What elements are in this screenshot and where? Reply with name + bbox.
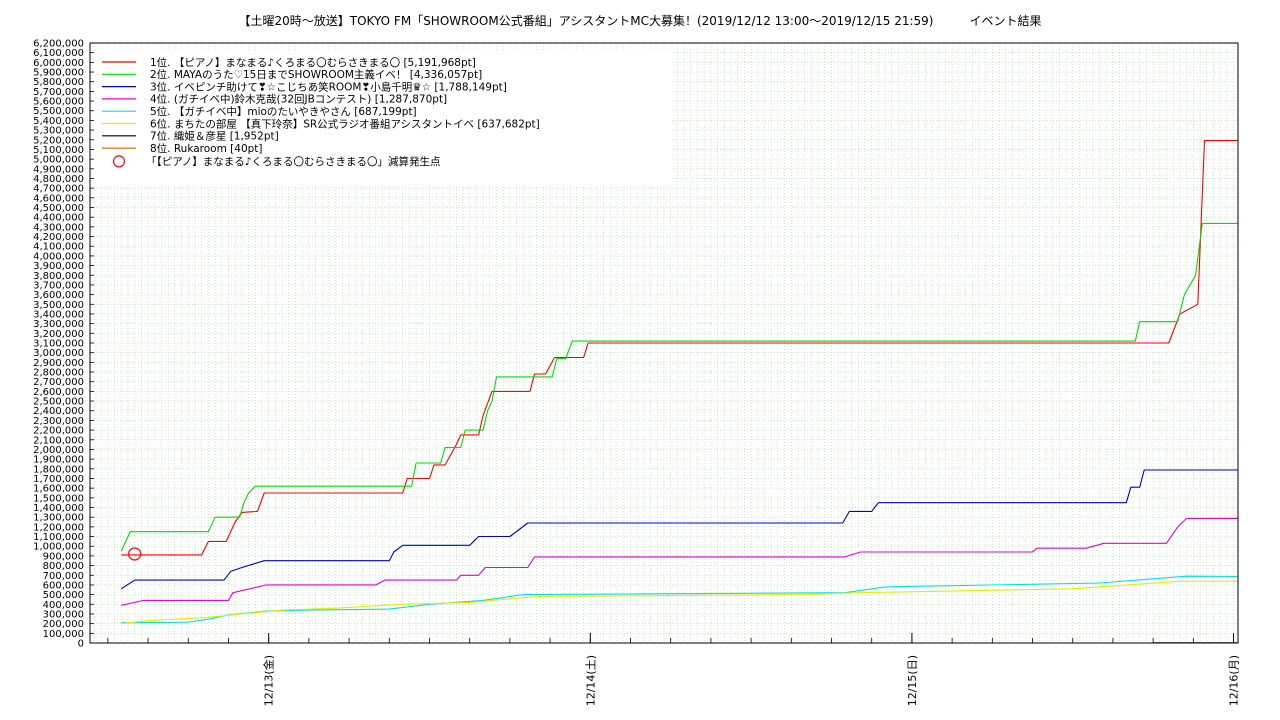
y-tick-label: 3,400,000 [33, 309, 84, 320]
plot-frame [89, 42, 1239, 644]
y-tick-label: 5,500,000 [33, 106, 84, 117]
y-tick-label: 6,200,000 [33, 39, 84, 50]
y-tick-label: 6,100,000 [33, 48, 84, 59]
y-tick-label: 1,700,000 [33, 474, 84, 485]
y-tick-label: 4,300,000 [33, 222, 84, 233]
y-tick-label: 5,300,000 [33, 126, 84, 137]
y-tick-label: 1,200,000 [33, 522, 84, 533]
y-tick-label: 5,100,000 [33, 145, 84, 156]
y-tick-label: 3,000,000 [33, 348, 84, 359]
y-tick-label: 1,900,000 [33, 455, 84, 466]
series-line-4 [121, 517, 1238, 606]
legend-label-3: 3位. イベピンチ助けて❣☆こじちあ笑ROOM❣小島千明♛☆ [1,788,14… [150, 80, 507, 93]
legend-marker-reduction [112, 155, 126, 168]
y-tick-label: 4,200,000 [33, 232, 84, 243]
y-tick-label: 1,000,000 [33, 542, 84, 553]
y-tick-label: 5,700,000 [33, 87, 84, 98]
y-tick-label: 5,400,000 [33, 116, 84, 127]
y-tick-label: 300,000 [43, 609, 84, 620]
legend-box [94, 50, 672, 187]
y-tick-label: 5,000,000 [33, 155, 84, 166]
x-tick-label: 12/16(月) [1228, 655, 1241, 706]
y-tick-label: 600,000 [43, 580, 84, 591]
x-tick-label: 12/14(土) [584, 655, 597, 706]
y-tick-label: 1,800,000 [33, 464, 84, 475]
x-tick-label: 12/13(金) [262, 655, 276, 706]
y-tick-label: 3,600,000 [33, 290, 84, 301]
y-axis: 0100,000200,000300,000400,000500,000600,… [33, 39, 94, 650]
y-tick-label: 4,100,000 [33, 242, 84, 253]
y-tick-label: 1,100,000 [33, 532, 84, 543]
y-tick-label: 5,900,000 [33, 68, 84, 79]
y-tick-label: 1,400,000 [33, 503, 84, 514]
y-tick-label: 2,600,000 [33, 387, 84, 398]
y-tick-label: 4,600,000 [33, 193, 84, 204]
legend: 1位. 【ピアノ】まなまる♪くろまる〇むらさきまる〇 [5,191,968pt]… [94, 50, 672, 187]
y-tick-label: 3,700,000 [33, 280, 84, 291]
series-line-2 [120, 222, 1238, 552]
y-tick-label: 5,600,000 [33, 97, 84, 108]
y-tick-label: 4,500,000 [33, 203, 84, 214]
legend-label-2: 2位. MAYAのうた♡15日までSHOWROOM主義イベ！ [4,336,05… [150, 68, 482, 81]
y-tick-label: 6,000,000 [33, 58, 84, 69]
legend-label-5: 5位. 【ガチイベ中】mioのたいやきやさん [687,199pt] [150, 105, 417, 118]
y-tick-label: 100,000 [43, 629, 84, 640]
y-tick-label: 2,000,000 [33, 445, 84, 456]
reduction-point-marker [128, 547, 142, 561]
y-tick-label: 4,400,000 [33, 213, 84, 224]
y-tick-label: 3,900,000 [33, 261, 84, 272]
chart-title: 【土曜20時〜放送】TOKYO FM「SHOWROOM公式番組」アシスタントMC… [238, 14, 1042, 28]
y-tick-label: 2,200,000 [33, 426, 84, 437]
y-tick-label: 3,100,000 [33, 339, 84, 350]
y-tick-label: 4,700,000 [33, 184, 84, 195]
series-line-3 [121, 469, 1238, 590]
legend-label-4: 4位. (ガチイベ中)鈴木克哉(32回JBコンテスト) [1,287,870pt… [150, 93, 447, 106]
y-tick-label: 0 [78, 639, 84, 650]
y-tick-label: 200,000 [43, 619, 84, 630]
legend-label-reduction: 「【ピアノ】まなまる♪くろまる〇むらさきまる〇」減算発生点 [146, 155, 441, 168]
x-tick-label: 12/15(日) [906, 655, 919, 706]
y-tick-label: 2,300,000 [33, 416, 84, 427]
y-tick-label: 3,200,000 [33, 329, 84, 340]
y-tick-label: 800,000 [43, 561, 84, 572]
y-tick-label: 4,000,000 [33, 251, 84, 262]
y-tick-label: 500,000 [43, 590, 84, 601]
series-line-5 [121, 575, 1239, 624]
y-tick-label: 4,800,000 [33, 174, 84, 185]
y-tick-label: 5,200,000 [33, 135, 84, 146]
legend-label-6: 6位. まちたの部屋 【真下玲奈】SR公式ラジオ番組アシスタントイベ [637,… [150, 117, 540, 130]
y-tick-label: 3,300,000 [33, 319, 84, 330]
y-tick-label: 2,400,000 [33, 406, 84, 417]
y-tick-label: 400,000 [43, 600, 84, 611]
y-tick-label: 1,300,000 [33, 513, 84, 524]
y-tick-label: 4,900,000 [33, 164, 84, 175]
y-tick-label: 2,100,000 [33, 435, 84, 446]
legend-label-8: 8位. Rukaroom [40pt] [150, 142, 263, 155]
y-tick-label: 900,000 [43, 551, 84, 562]
series-line-6 [121, 580, 1238, 625]
y-tick-label: 700,000 [43, 571, 84, 582]
legend-label-1: 1位. 【ピアノ】まなまる♪くろまる〇むらさきまる〇 [5,191,968pt] [150, 56, 476, 69]
y-tick-label: 3,800,000 [33, 271, 84, 282]
y-tick-label: 2,700,000 [33, 377, 84, 388]
y-tick-label: 2,800,000 [33, 368, 84, 379]
y-tick-label: 3,500,000 [33, 300, 84, 311]
y-tick-label: 2,900,000 [33, 358, 84, 369]
y-tick-label: 5,800,000 [33, 77, 84, 88]
legend-label-7: 7位. 織姫＆彦星 [1,952pt] [150, 130, 279, 143]
annotation-layer [128, 547, 142, 561]
y-tick-label: 2,500,000 [33, 397, 84, 408]
y-tick-label: 1,600,000 [33, 484, 84, 495]
y-tick-label: 1,500,000 [33, 493, 84, 504]
x-axis: 12/13(金) 12/14(土) 12/15(日) 12/16(月) [107, 633, 1241, 706]
